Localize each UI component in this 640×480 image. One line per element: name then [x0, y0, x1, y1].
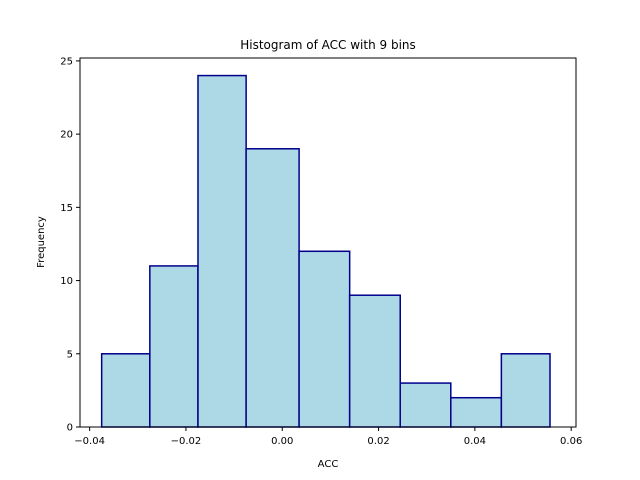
x-tick-label: 0.06 [560, 436, 582, 447]
x-tick-label: 0.04 [464, 436, 486, 447]
histogram-bar-5 [298, 250, 351, 428]
y-axis-ticks: 0 5 10 15 20 25 [60, 56, 80, 434]
chart-title: Histogram of ACC with 9 bins [240, 38, 416, 52]
histogram-bar-2 [149, 265, 199, 428]
y-tick-label: 5 [67, 349, 73, 360]
x-tick-label: 0.00 [271, 436, 293, 447]
y-tick-label: 0 [67, 423, 73, 434]
x-tick-label: 0.02 [367, 436, 389, 447]
histogram-bar-6 [348, 294, 401, 428]
y-tick-label: 15 [60, 203, 73, 214]
bars-group [100, 74, 551, 428]
y-axis-label: Frequency [36, 216, 47, 268]
x-axis-ticks: −0.04 −0.02 0.00 0.02 0.04 0.06 [74, 427, 582, 447]
histogram-bar-1 [100, 353, 151, 428]
y-tick-label: 25 [60, 56, 73, 67]
histogram-bar-9 [500, 353, 551, 428]
x-tick-label: −0.02 [171, 436, 202, 447]
histogram-bar-8 [450, 396, 503, 428]
histogram-bar-4 [245, 148, 300, 428]
x-tick-label: −0.04 [74, 436, 105, 447]
y-tick-label: 20 [60, 130, 73, 141]
y-tick-label: 10 [60, 276, 73, 287]
histogram-bar-7 [399, 382, 452, 428]
x-axis-label: ACC [318, 459, 339, 470]
histogram-bar-3 [197, 74, 247, 428]
plot-frame [79, 57, 577, 428]
